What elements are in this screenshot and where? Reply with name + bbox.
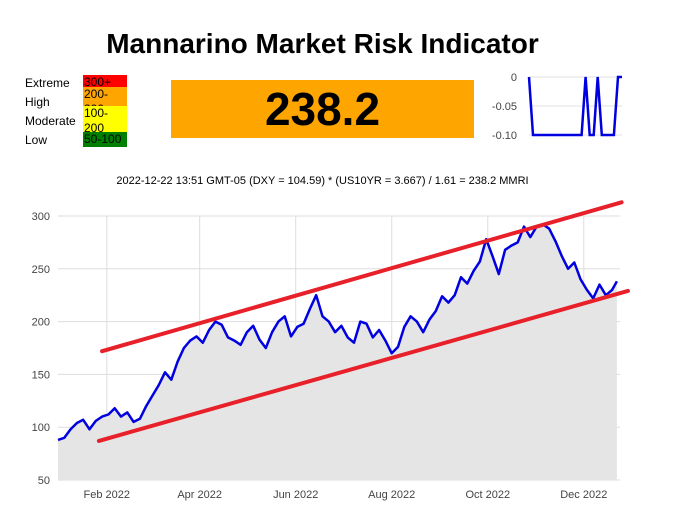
x-tick-label: Dec 2022 [560,489,607,501]
legend-row-extreme: Extreme 300+ [25,73,127,92]
series-area [58,224,617,480]
y-tick-label: 250 [32,264,50,276]
page-title: Mannarino Market Risk Indicator [106,28,539,59]
y-tick-label: 300 [32,211,50,223]
x-tick-label: Jun 2022 [273,489,318,501]
y-tick-label: 100 [32,422,50,434]
mini-y-tick-label: -0.10 [492,130,517,142]
legend-range-swatch: 50-100 [83,132,127,147]
formula-text: 2022-12-22 13:51 GMT-05 (DXY = 104.59) *… [116,175,529,187]
legend-label: Moderate [25,113,76,128]
legend-row-low: Low 50-100 [25,130,127,149]
x-tick-label: Apr 2022 [177,489,222,501]
risk-legend: Extreme 300+ High 200-300 Moderate 100-2… [25,73,127,149]
x-tick-label: Aug 2022 [368,489,415,501]
channel-upper-line [100,200,624,354]
channel-lower-line [96,288,630,443]
legend-range-swatch: 100-200 [83,105,127,136]
y-tick-label: 200 [32,317,50,329]
legend-label: High [25,94,50,109]
current-value-display: 238.2 [171,80,474,138]
x-tick-label: Oct 2022 [465,489,510,501]
legend-label: Extreme [25,75,70,90]
y-tick-label: 150 [32,369,50,381]
legend-row-moderate: Moderate 100-200 [25,105,127,136]
y-tick-label: 50 [38,475,50,487]
mini-y-tick-label: 0 [511,72,517,84]
mini-y-tick-label: -0.05 [492,101,517,113]
legend-label: Low [25,132,48,147]
mini-series-line [527,75,622,137]
legend-range-swatch: 300+ [83,75,127,90]
x-tick-label: Feb 2022 [84,489,130,501]
